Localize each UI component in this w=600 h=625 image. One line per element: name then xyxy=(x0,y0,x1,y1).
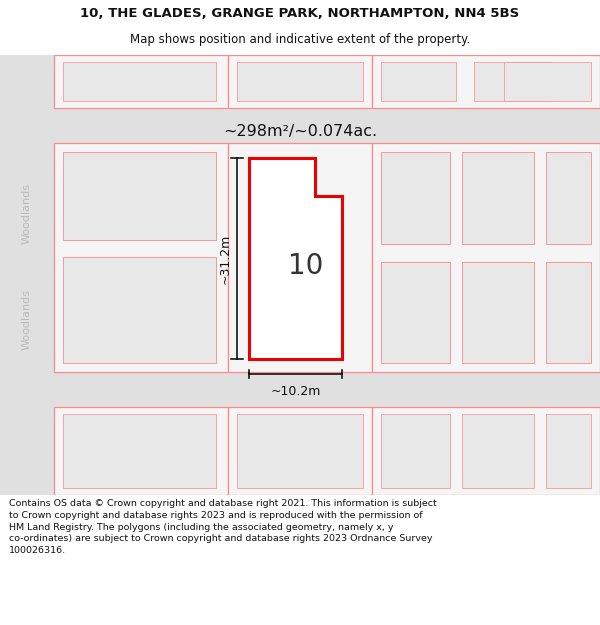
Polygon shape xyxy=(381,62,456,101)
Polygon shape xyxy=(63,62,216,101)
Text: 10, THE GLADES, GRANGE PARK, NORTHAMPTON, NN4 5BS: 10, THE GLADES, GRANGE PARK, NORTHAMPTON… xyxy=(80,8,520,20)
Polygon shape xyxy=(228,55,372,108)
Text: ~298m²/~0.074ac.: ~298m²/~0.074ac. xyxy=(223,124,377,139)
Polygon shape xyxy=(546,262,591,363)
Polygon shape xyxy=(381,414,450,488)
Polygon shape xyxy=(54,55,228,108)
Polygon shape xyxy=(63,258,216,363)
Polygon shape xyxy=(372,407,600,495)
Polygon shape xyxy=(462,152,534,244)
Polygon shape xyxy=(63,414,216,488)
Polygon shape xyxy=(504,62,591,101)
Polygon shape xyxy=(0,107,600,143)
Text: Contains OS data © Crown copyright and database right 2021. This information is : Contains OS data © Crown copyright and d… xyxy=(9,499,437,555)
Polygon shape xyxy=(63,152,216,240)
Text: 10: 10 xyxy=(289,253,323,280)
Polygon shape xyxy=(54,407,228,495)
Text: ~31.2m: ~31.2m xyxy=(218,233,232,284)
Polygon shape xyxy=(462,262,534,363)
Polygon shape xyxy=(372,143,600,372)
Polygon shape xyxy=(54,143,228,372)
Polygon shape xyxy=(546,414,591,488)
Polygon shape xyxy=(249,158,342,359)
Text: Woodlands: Woodlands xyxy=(22,289,32,349)
Polygon shape xyxy=(228,407,372,495)
Polygon shape xyxy=(228,143,372,372)
Polygon shape xyxy=(237,62,363,101)
Text: ~10.2m: ~10.2m xyxy=(271,385,320,398)
Polygon shape xyxy=(0,372,600,407)
Polygon shape xyxy=(0,55,54,495)
Text: Map shows position and indicative extent of the property.: Map shows position and indicative extent… xyxy=(130,33,470,46)
Polygon shape xyxy=(372,55,600,108)
Text: Woodlands: Woodlands xyxy=(22,183,32,244)
Polygon shape xyxy=(462,414,534,488)
Polygon shape xyxy=(474,62,552,101)
Polygon shape xyxy=(381,262,450,363)
Polygon shape xyxy=(546,152,591,244)
Polygon shape xyxy=(237,414,363,488)
Polygon shape xyxy=(381,152,450,244)
